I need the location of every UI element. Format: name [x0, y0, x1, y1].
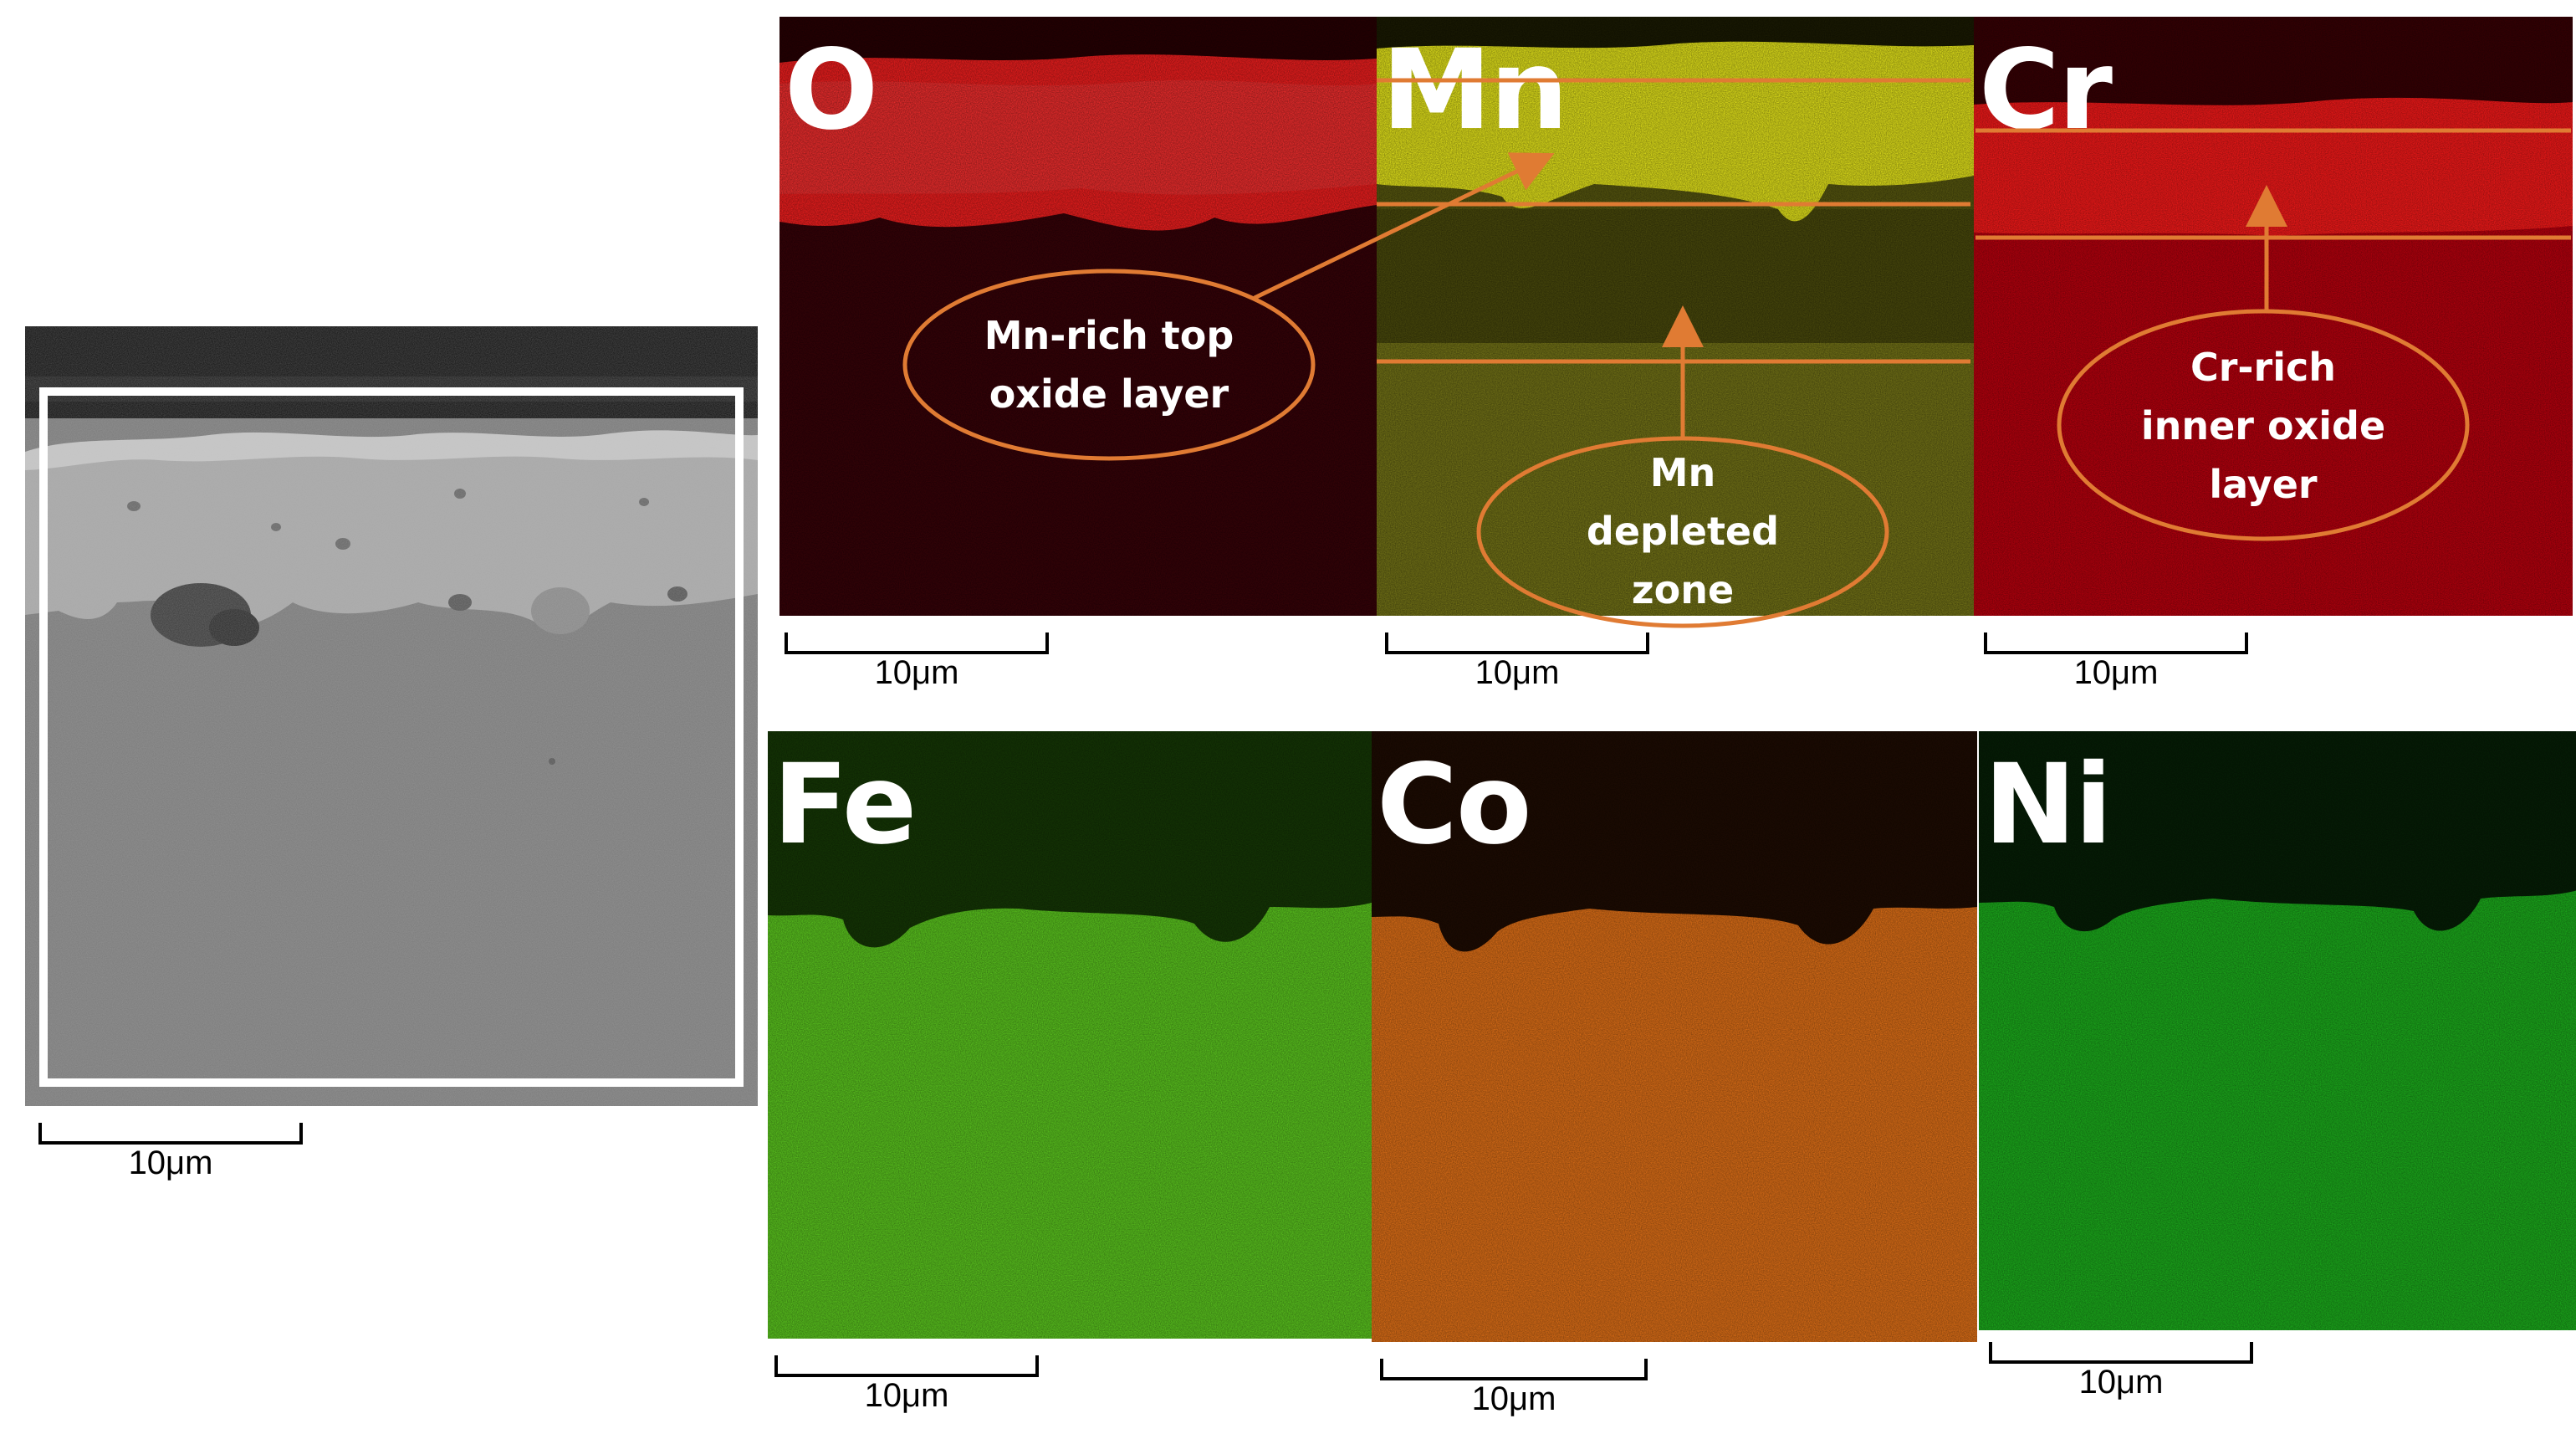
co-map-image — [1372, 731, 1977, 1342]
element-map-co: Co — [1372, 731, 1977, 1342]
fe-map-image — [768, 731, 1372, 1339]
mn-scale-bar: 10μm — [1385, 632, 1649, 708]
element-label-o: O — [785, 26, 878, 155]
element-label-co: Co — [1377, 740, 1532, 869]
cr-scale-bar: 10μm — [1984, 632, 2248, 708]
cr-rich-annotation: Cr-rich inner oxide layer — [2140, 345, 2386, 507]
scale-bar-label: 10μm — [1471, 1380, 1556, 1417]
scale-bar-label: 10μm — [128, 1145, 213, 1181]
element-map-ni: Ni — [1979, 731, 2576, 1330]
element-map-fe: Fe — [768, 731, 1372, 1339]
fe-scale-bar: 10μm — [774, 1355, 1039, 1431]
scale-bar-label: 10μm — [2078, 1364, 2164, 1401]
element-label-cr: Cr — [1979, 26, 2113, 155]
ni-scale-bar: 10μm — [1989, 1342, 2253, 1417]
sem-scale-bar: 10μm — [38, 1123, 303, 1198]
element-label-ni: Ni — [1984, 740, 2113, 869]
mn-rich-annotation: Mn-rich top oxide layer — [984, 313, 1234, 417]
scale-bar-label: 10μm — [1475, 654, 1560, 691]
element-map-cr: Cr — [1974, 17, 2573, 616]
scale-bar-label: 10μm — [874, 654, 959, 691]
element-label-mn: Mn — [1382, 26, 1568, 155]
scale-bar-label: 10μm — [2073, 654, 2159, 691]
sem-image — [25, 326, 758, 1106]
co-scale-bar: 10μm — [1380, 1359, 1648, 1434]
element-label-fe: Fe — [773, 740, 917, 869]
o-map-image — [779, 17, 1377, 616]
mn-depleted-annotation: Mn depleted zone — [1586, 450, 1780, 612]
o-scale-bar: 10μm — [785, 632, 1049, 708]
scale-bar-label: 10μm — [864, 1377, 949, 1414]
sem-image-panel — [25, 326, 758, 1106]
ni-map-image — [1979, 731, 2576, 1330]
